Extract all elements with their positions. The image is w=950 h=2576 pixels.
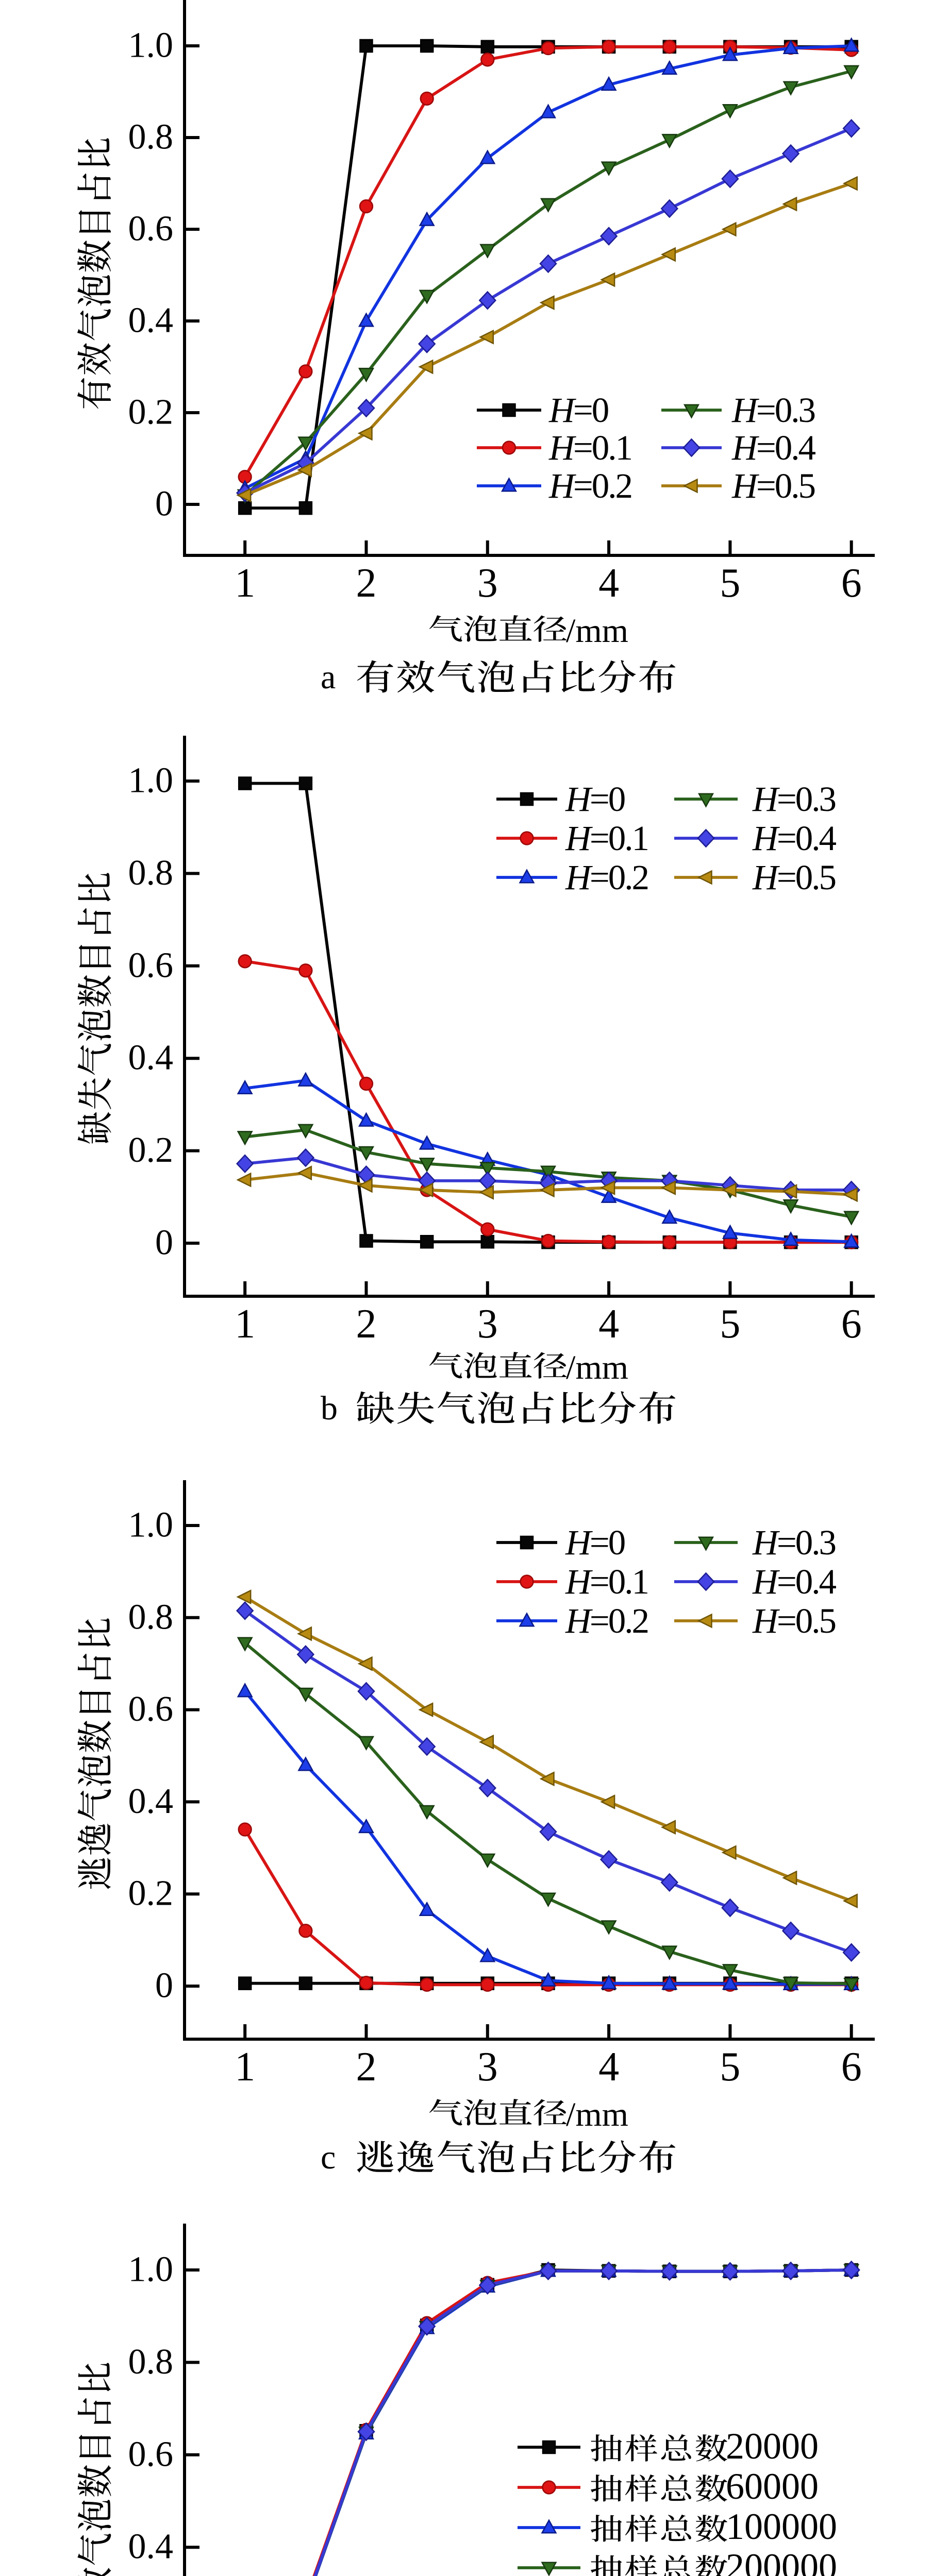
svg-text:H=0.3: H=0.3 xyxy=(752,1523,836,1562)
svg-text:0.2: 0.2 xyxy=(128,1130,174,1170)
svg-text:H=0.4: H=0.4 xyxy=(731,428,816,467)
svg-text:5: 5 xyxy=(720,1301,740,1347)
svg-text:1.0: 1.0 xyxy=(128,2250,174,2290)
svg-text:H=0.5: H=0.5 xyxy=(752,1601,836,1640)
svg-text:0: 0 xyxy=(155,484,173,524)
svg-text:6: 6 xyxy=(841,561,862,606)
svg-text:c: c xyxy=(321,2139,336,2176)
svg-text:4: 4 xyxy=(598,2044,619,2090)
svg-text:6: 6 xyxy=(841,2044,862,2090)
svg-text:H=0.1: H=0.1 xyxy=(565,1562,648,1601)
svg-text:6: 6 xyxy=(841,1301,862,1347)
svg-text:H=0.2: H=0.2 xyxy=(548,466,631,505)
svg-text:H=0: H=0 xyxy=(565,1523,625,1562)
svg-text:1.0: 1.0 xyxy=(128,26,174,65)
svg-text:0.6: 0.6 xyxy=(128,945,174,985)
svg-text:4: 4 xyxy=(598,1301,619,1347)
svg-text:0: 0 xyxy=(155,1223,173,1263)
svg-text:5: 5 xyxy=(720,2044,740,2090)
svg-text:H=0.1: H=0.1 xyxy=(548,428,631,467)
svg-text:0.4: 0.4 xyxy=(128,1038,174,1078)
svg-text:b: b xyxy=(321,1389,338,1427)
svg-text:0.8: 0.8 xyxy=(128,853,174,893)
svg-text:H=0.4: H=0.4 xyxy=(752,819,837,858)
svg-text:5: 5 xyxy=(720,561,740,606)
svg-text:4: 4 xyxy=(598,561,619,606)
svg-text:0.2: 0.2 xyxy=(128,393,174,432)
svg-text:0.6: 0.6 xyxy=(128,2434,174,2474)
svg-text:H=0.5: H=0.5 xyxy=(752,858,836,897)
svg-text:0.4: 0.4 xyxy=(128,2527,174,2567)
svg-text:H=0: H=0 xyxy=(548,391,608,430)
svg-text:0.8: 0.8 xyxy=(128,117,174,157)
svg-text:H=0: H=0 xyxy=(565,779,625,819)
svg-text:3: 3 xyxy=(477,2044,498,2090)
svg-text:/mm: /mm xyxy=(566,612,628,650)
svg-text:H=0.2: H=0.2 xyxy=(565,1601,648,1640)
svg-text:2: 2 xyxy=(356,2044,377,2090)
svg-text:1: 1 xyxy=(235,1301,255,1347)
svg-text:2: 2 xyxy=(356,561,377,606)
svg-text:20000: 20000 xyxy=(726,2426,819,2467)
svg-text:3: 3 xyxy=(477,561,498,606)
svg-text:a: a xyxy=(321,658,336,696)
svg-text:0.4: 0.4 xyxy=(128,1782,174,1821)
svg-text:60000: 60000 xyxy=(726,2466,819,2507)
svg-text:H=0.2: H=0.2 xyxy=(565,858,648,897)
svg-text:1.0: 1.0 xyxy=(128,761,174,801)
svg-text:0.8: 0.8 xyxy=(128,2342,174,2382)
svg-text:H=0.3: H=0.3 xyxy=(752,779,836,819)
svg-text:0.6: 0.6 xyxy=(128,1689,174,1729)
svg-text:1: 1 xyxy=(235,2044,255,2090)
svg-text:1: 1 xyxy=(235,561,255,606)
svg-text:0: 0 xyxy=(155,1966,173,2006)
svg-text:/mm: /mm xyxy=(566,1349,628,1386)
svg-text:/mm: /mm xyxy=(566,2096,628,2133)
svg-text:H=0.1: H=0.1 xyxy=(565,819,648,858)
svg-text:H=0.5: H=0.5 xyxy=(731,466,815,505)
svg-text:3: 3 xyxy=(477,1301,498,1347)
svg-text:0.6: 0.6 xyxy=(128,209,174,249)
svg-text:200000: 200000 xyxy=(726,2546,837,2576)
svg-text:0.2: 0.2 xyxy=(128,1874,174,1913)
svg-text:2: 2 xyxy=(356,1301,377,1347)
svg-text:H=0.4: H=0.4 xyxy=(752,1562,837,1601)
svg-text:H=0.3: H=0.3 xyxy=(731,391,815,430)
svg-text:100000: 100000 xyxy=(726,2506,837,2547)
svg-text:0.8: 0.8 xyxy=(128,1597,174,1637)
svg-text:1.0: 1.0 xyxy=(128,1505,174,1545)
svg-text:0.4: 0.4 xyxy=(128,301,174,341)
